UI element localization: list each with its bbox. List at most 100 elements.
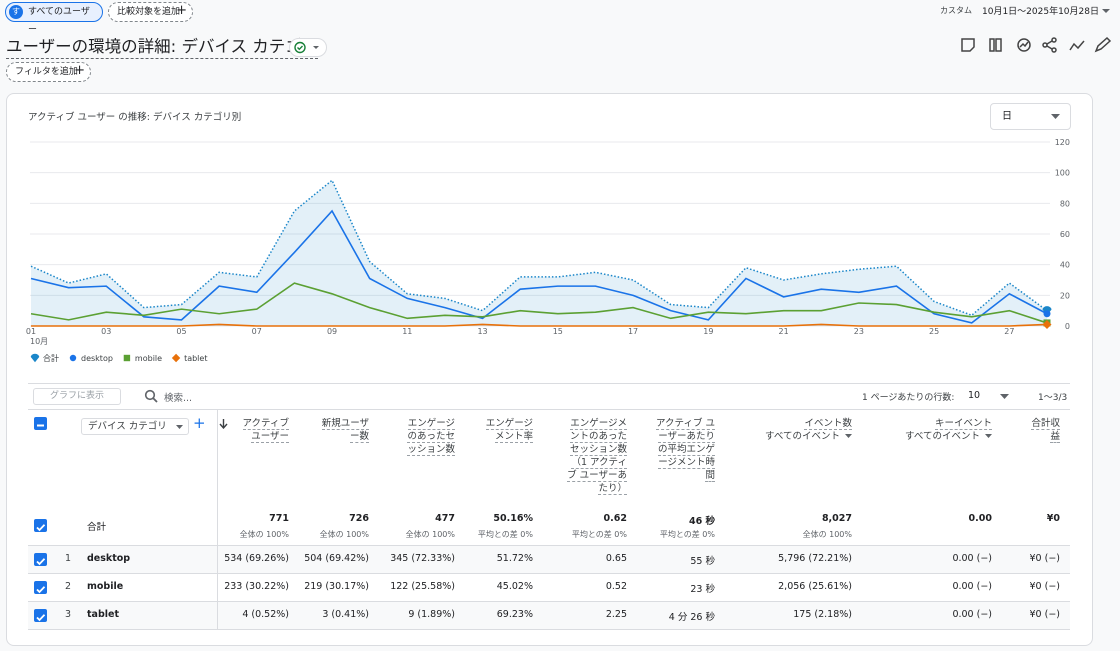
total-value: 771 (269, 513, 289, 524)
total-value: ¥0 (1046, 513, 1060, 524)
row-value: 3 (0.41%) (322, 609, 369, 620)
column-title: アクティブ ユーザーあたりの平均エンゲージメント時間 (656, 418, 715, 482)
row-value: 4 分 26 秒 (668, 612, 715, 623)
column-header[interactable]: エンゲージメント率 (479, 417, 533, 443)
row-background (28, 545, 1070, 573)
chart-title: アクティブ ユーザー の推移: デバイス カテゴリ別 (28, 112, 242, 123)
row-value: ¥0 (−) (1029, 609, 1060, 620)
column-title: 合計収益 (1031, 418, 1060, 443)
row-value: 51.72% (496, 553, 533, 564)
column-title: アクティブ ユーザー (242, 418, 289, 443)
column-header[interactable]: エンゲージのあったセッション数 (401, 417, 455, 456)
column-title: キーイベント (934, 418, 992, 430)
row-name[interactable]: desktop (87, 553, 131, 564)
total-value: 50.16% (493, 513, 533, 524)
column-header[interactable]: イベント数 すべてのイベント (752, 417, 852, 443)
row-value: 233 (30.22%) (224, 581, 289, 592)
legend-marker (30, 353, 40, 363)
rows-per-page[interactable]: 10 (968, 390, 981, 401)
legend-label: desktop (81, 354, 113, 363)
column-subtitle[interactable]: すべてのイベント (752, 430, 852, 443)
checkbox[interactable] (34, 553, 47, 566)
status-badge[interactable] (289, 38, 327, 57)
row-name[interactable]: tablet (87, 609, 119, 620)
header-actions[interactable] (958, 36, 1114, 54)
row-value: 0.00 (−) (952, 581, 992, 592)
column-title: エンゲージメントのあったセッション数（1 アクティブ ユーザーあたり） (567, 418, 627, 495)
total-note: 平均との差 0% (571, 530, 627, 539)
row-value: 0.65 (605, 553, 627, 564)
y-tick-label: 80 (1060, 199, 1070, 208)
column-header[interactable]: キーイベント すべてのイベント (892, 417, 992, 443)
total-value: 477 (435, 513, 455, 524)
x-tick-label: 13 (477, 327, 487, 336)
column-header[interactable]: エンゲージメントのあったセッション数（1 アクティブ ユーザーあたり） (563, 417, 627, 495)
search-input[interactable]: 検索... (164, 393, 193, 404)
column-title: イベント数 (804, 418, 852, 430)
compare-label: 比較対象を追加 (117, 7, 181, 17)
total-value: 0.62 (603, 513, 627, 524)
row-index: 1 (65, 553, 72, 564)
row-value: 0.00 (−) (952, 609, 992, 620)
rows-caret (1000, 394, 1009, 399)
total-value: 0.00 (968, 513, 992, 524)
status-icons (294, 41, 319, 54)
column-header[interactable]: アクティブ ユーザー (219, 417, 289, 443)
pagination: 1〜3/3 (1038, 393, 1068, 403)
y-tick-label: 20 (1060, 291, 1070, 300)
column-divider (217, 410, 218, 629)
rows-per-page-label: 1 ページあたりの行数: (862, 393, 955, 403)
row-value: 5,796 (72.21%) (778, 553, 852, 564)
legend-label: tablet (184, 354, 207, 363)
series-line (30, 282, 1048, 324)
date-range[interactable]: 10月1日～2025年10月28日 (982, 7, 1099, 17)
column-header[interactable]: 合計収益 (1026, 417, 1060, 443)
row-value: 23 秒 (690, 584, 715, 595)
legend-marker (171, 353, 181, 363)
row-value: 504 (69.42%) (304, 553, 369, 564)
total-note: 平均との差 0% (659, 530, 715, 539)
row-index: 2 (65, 581, 72, 592)
show-in-chart-button[interactable]: グラフに表示 (33, 388, 121, 405)
x-tick-label: 01 (26, 327, 36, 336)
compare-chip[interactable]: 比較対象を追加 + (108, 2, 193, 22)
total-note: 全体の 100% (319, 530, 369, 539)
add-dimension[interactable]: + (193, 414, 206, 432)
filter-chip[interactable]: フィルタを追加 + (6, 62, 91, 82)
row-value: 2,056 (25.61%) (778, 581, 852, 592)
date-label: カスタム (940, 6, 972, 15)
y-tick-label: 60 (1060, 230, 1070, 239)
series-line (31, 323, 1048, 327)
x-tick-label: 17 (628, 327, 638, 336)
total-note: 全体の 100% (239, 530, 289, 539)
column-header[interactable]: 新規ユーザー数 (317, 417, 369, 443)
totals-label: 合計 (87, 522, 107, 533)
legend-marker (69, 354, 77, 362)
row-value: 4 (0.52%) (242, 609, 289, 620)
legend-label: 合計 (43, 353, 59, 363)
series-line (30, 179, 1048, 317)
row-value: 0.52 (605, 581, 627, 592)
x-tick-label: 27 (1004, 327, 1014, 336)
legend-label: mobile (135, 354, 162, 363)
dimension-select[interactable]: デバイス カテゴリ (81, 418, 189, 435)
filter-label: フィルタを追加 (15, 67, 78, 77)
segment-chip[interactable]: す すべてのユーザー (5, 2, 103, 35)
row-value: 69.23% (496, 609, 533, 620)
line-chart: 0 20 40 60 80 100 120 01 03 05 07 09 11 13 15 17 19 21 23 2… (26, 138, 1070, 363)
column-subtitle[interactable]: すべてのイベント (892, 430, 992, 443)
legend-marker (123, 354, 131, 362)
x-tick-label: 03 (101, 327, 111, 336)
column-title: 新規ユーザー数 (321, 418, 369, 443)
checkbox[interactable] (34, 417, 47, 430)
checkbox[interactable] (34, 581, 47, 594)
checkbox[interactable] (34, 609, 47, 622)
granularity-select[interactable]: 日 (990, 103, 1071, 130)
column-header[interactable]: アクティブ ユーザーあたりの平均エンゲージメント時間 (651, 417, 715, 482)
checkbox[interactable] (34, 519, 47, 532)
row-value: 219 (30.17%) (304, 581, 369, 592)
y-tick-label: 120 (1055, 138, 1070, 147)
column-title: エンゲージのあったセッション数 (407, 418, 455, 456)
row-background (28, 601, 1070, 629)
row-name[interactable]: mobile (87, 581, 124, 592)
